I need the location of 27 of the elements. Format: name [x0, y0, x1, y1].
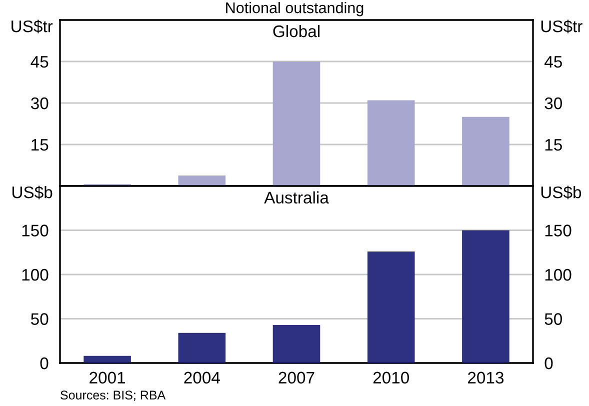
- y-tick-label: 0: [40, 357, 48, 370]
- y2-tick-label: 50: [544, 313, 562, 325]
- y-axis-title: US$tr: [12, 20, 53, 34]
- source-note: Sources: BIS; RBA: [60, 390, 166, 402]
- x-tick-label: 2013: [468, 372, 504, 384]
- y-tick-label: 45: [30, 56, 48, 68]
- y2-tick-label: 15: [545, 139, 562, 151]
- chart-title: Australia: [264, 191, 329, 204]
- chart-title: Global: [273, 24, 320, 38]
- y2-axis-title: US$tr: [541, 20, 582, 34]
- y-tick-label: 100: [22, 268, 48, 281]
- x-tick-label: 2001: [90, 372, 126, 384]
- y2-tick-label: 45: [544, 56, 562, 68]
- y-tick-label: 15: [32, 139, 48, 151]
- y-tick-label: 50: [31, 313, 48, 325]
- text: Notional outstanding: [226, 2, 364, 16]
- y-axis-title: US$b: [12, 186, 52, 200]
- x-tick-label: 2007: [278, 372, 314, 384]
- y-tick-label: 150: [22, 224, 48, 236]
- y-tick-label: 30: [30, 97, 48, 110]
- x-tick-label: 2010: [373, 372, 409, 384]
- x-tick-label: 2004: [184, 372, 220, 384]
- y2-tick-label: 0: [544, 357, 553, 370]
- y2-tick-label: 150: [545, 224, 572, 236]
- y2-tick-label: 100: [545, 268, 572, 281]
- y2-axis-title: US$b: [541, 186, 582, 200]
- y2-tick-label: 30: [544, 97, 562, 110]
